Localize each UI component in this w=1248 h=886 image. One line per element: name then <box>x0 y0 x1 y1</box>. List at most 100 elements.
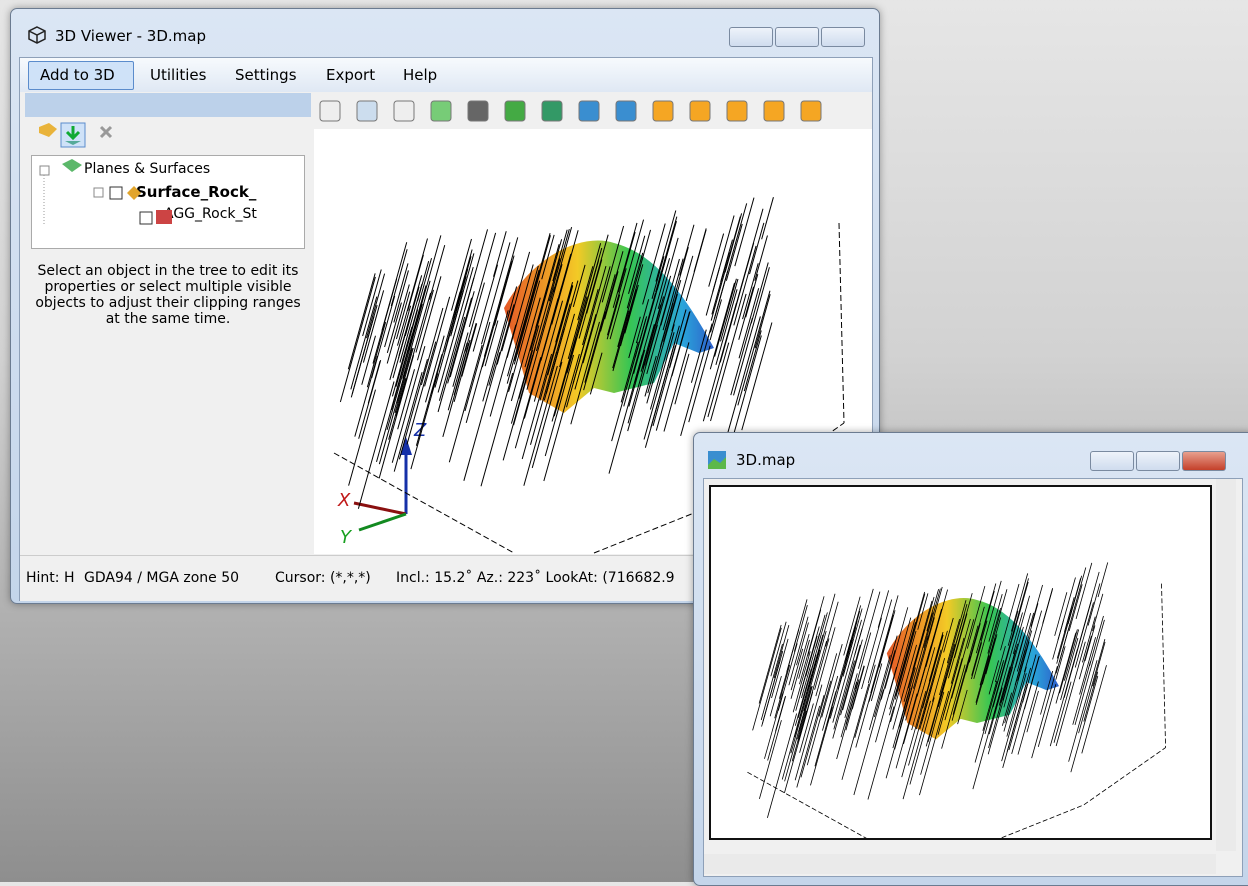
drill-hole <box>373 279 397 364</box>
drill-hole <box>840 621 857 681</box>
scene-graphics <box>747 562 1165 838</box>
drill-hole <box>1038 684 1056 747</box>
drill-hole <box>1069 660 1097 761</box>
drill-hole <box>503 355 532 460</box>
panel-toolbar <box>31 121 151 151</box>
map-window: 3D.map <box>693 432 1248 886</box>
drill-hole <box>712 252 729 314</box>
drill-hole <box>352 305 377 394</box>
window-title: 3D Viewer - 3D.map <box>55 27 206 45</box>
drill-hole <box>881 650 895 699</box>
drill-hole <box>416 354 442 446</box>
drill-hole <box>387 304 422 430</box>
map-canvas <box>709 485 1212 840</box>
drill-hole <box>844 597 860 656</box>
menu-item[interactable]: Help <box>403 66 437 84</box>
vertical-scrollbar[interactable] <box>1216 479 1236 851</box>
toolbar-icon <box>690 101 710 121</box>
drill-hole <box>483 310 508 401</box>
maximize-button[interactable] <box>1136 451 1180 471</box>
drill-hole <box>438 267 473 392</box>
drill-hole <box>833 620 862 723</box>
drill-hole <box>497 304 514 364</box>
app-icon <box>27 25 47 45</box>
drill-hole <box>772 639 789 698</box>
minimize-button[interactable] <box>1090 451 1134 471</box>
toolbar-icon <box>616 101 636 121</box>
menu-item[interactable]: Utilities <box>150 66 206 84</box>
drill-hole <box>680 225 694 276</box>
drill-hole <box>751 263 768 324</box>
drill-hole <box>1085 626 1095 661</box>
drill-hole <box>675 354 689 404</box>
menu-item[interactable]: Export <box>326 66 375 84</box>
axis-label: X <box>337 490 351 511</box>
drill-hole <box>1076 563 1092 619</box>
menu-bar <box>20 58 872 92</box>
status-projection: GDA94 / MGA zone 50 <box>84 570 239 586</box>
drill-hole <box>367 274 385 338</box>
drill-hole <box>448 343 467 410</box>
minimize-button[interactable] <box>729 27 773 47</box>
drill-hole <box>464 352 500 481</box>
drill-hole <box>869 655 890 730</box>
drill-hole <box>708 343 729 417</box>
maximize-button[interactable] <box>775 27 819 47</box>
window-title: 3D.map <box>736 451 795 469</box>
drill-hole <box>494 231 507 276</box>
status-view: Incl.: 15.2˚ Az.: 223˚ LookAt: (716682.9 <box>396 570 675 586</box>
drill-hole <box>794 605 807 652</box>
toolbar-icon <box>579 101 599 121</box>
drill-hole <box>1089 616 1103 666</box>
drill-hole <box>1098 562 1108 597</box>
drill-hole <box>852 666 864 709</box>
drill-hole <box>1054 682 1071 743</box>
drill-hole <box>811 612 827 669</box>
drill-hole <box>726 316 761 440</box>
toolbar-icon <box>727 101 747 121</box>
drill-hole <box>762 197 774 239</box>
drill-hole <box>886 692 910 778</box>
toolbar-icon <box>468 101 488 121</box>
drill-hole <box>451 239 471 311</box>
toolbar-icon <box>431 101 451 121</box>
drill-hole <box>465 283 484 352</box>
drill-hole <box>771 622 786 677</box>
drill-hole <box>759 720 781 799</box>
drill-hole <box>689 346 710 422</box>
drill-hole <box>762 651 782 724</box>
drill-hole <box>746 274 758 317</box>
drill-hole <box>791 650 820 753</box>
close-button[interactable] <box>821 27 865 47</box>
window-controls <box>729 27 865 47</box>
axis-label: Y <box>340 527 353 548</box>
drill-hole <box>462 324 477 377</box>
menu-item[interactable]: Add to 3D <box>40 66 115 84</box>
menu-item[interactable]: Settings <box>235 66 297 84</box>
window-controls <box>1090 451 1226 471</box>
toolbar-icon <box>394 101 414 121</box>
status-cursor: Cursor: (*,*,*) <box>275 570 371 586</box>
drill-hole <box>774 625 789 678</box>
left-panel: Planes & Surfaces Surface_Rock_ AGG_Rock… <box>25 93 311 554</box>
toolbar-icon <box>357 101 377 121</box>
horizontal-scrollbar[interactable] <box>704 854 1216 874</box>
drill-hole <box>1057 607 1071 658</box>
drill-hole <box>810 707 832 786</box>
desktop: 3D Viewer - 3D.map Add to 3D Utilities S… <box>0 0 1248 882</box>
map-icon <box>708 451 726 469</box>
close-button[interactable] <box>1182 451 1226 471</box>
toolbar-icon <box>542 101 562 121</box>
toolbar-icon <box>653 101 673 121</box>
hint-text: Select an object in the tree to edit its… <box>29 263 307 327</box>
drill-hole <box>854 690 884 795</box>
drill-hole <box>363 270 382 337</box>
toolbar-icon <box>320 101 340 121</box>
drill-hole <box>412 258 431 328</box>
tree-view: Planes & Surfaces Surface_Rock_ AGG_Rock… <box>31 155 305 249</box>
drill-hole <box>779 629 798 698</box>
drill-hole <box>841 682 856 737</box>
toolbar-icon <box>764 101 784 121</box>
drill-hole <box>815 691 836 766</box>
toolbar-icon <box>505 101 525 121</box>
